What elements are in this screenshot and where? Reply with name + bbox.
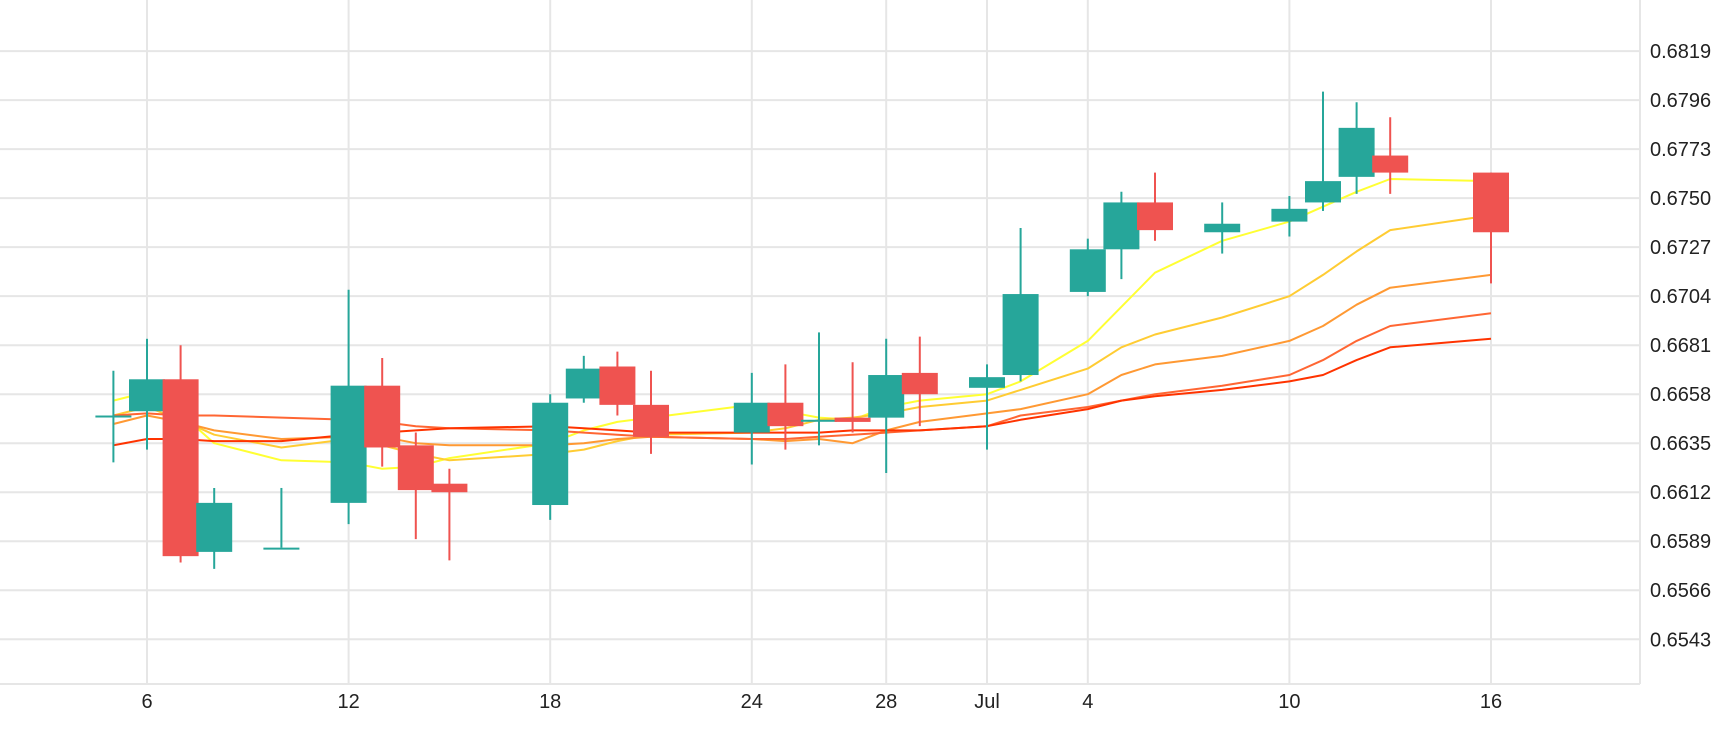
candle [431, 468, 468, 561]
candle-body [1305, 181, 1341, 203]
y-tick-labels: 0.6819 0.6796 0.6773 0.6750 0.6727 0.6704 0.66… [1650, 41, 1711, 651]
candle-body [364, 385, 401, 448]
x-tick-label: 16 [1480, 691, 1502, 713]
x-tick-label: 24 [741, 691, 763, 713]
candle [733, 372, 770, 465]
y-tick-label: 0.6681 [1650, 335, 1711, 357]
y-tick-label: 0.6658 [1650, 384, 1711, 406]
x-tick-label: 6 [141, 691, 152, 713]
candle [364, 357, 401, 467]
candle-body [196, 502, 233, 552]
x-tick-label: 12 [337, 691, 359, 713]
candle-body [162, 379, 199, 557]
candle-body [633, 404, 669, 437]
y-tick-label: 0.6589 [1650, 531, 1711, 553]
candle-body [95, 415, 132, 418]
x-tick-label: 28 [875, 691, 897, 713]
candle-body [801, 419, 837, 422]
y-tick-label: 0.6750 [1650, 188, 1711, 210]
candle [1271, 196, 1308, 237]
candle [901, 336, 938, 427]
y-tick-label: 0.6796 [1650, 90, 1711, 112]
candle-body [1338, 127, 1375, 177]
y-tick-label: 0.6566 [1650, 580, 1711, 602]
candles [95, 91, 1509, 569]
candle-body [1137, 202, 1173, 231]
candle [1305, 91, 1341, 211]
y-tick-label: 0.6773 [1650, 139, 1711, 161]
candle [834, 362, 871, 433]
y-tick-label: 0.6727 [1650, 237, 1711, 259]
candle-body [767, 402, 804, 427]
candle-body [969, 377, 1005, 388]
candle-body [868, 375, 905, 418]
candle-body [901, 372, 938, 395]
candle-body [565, 368, 602, 399]
candle-body [1372, 155, 1409, 173]
candle [1338, 102, 1375, 194]
candle [1069, 238, 1106, 297]
candle-body [1002, 294, 1039, 376]
candle-body [1271, 208, 1308, 222]
candle-body [1473, 172, 1509, 233]
candle [95, 370, 132, 463]
candle-body [733, 402, 770, 433]
y-tick-label: 0.6819 [1650, 41, 1711, 63]
y-tick-label: 0.6612 [1650, 482, 1711, 504]
candle [1002, 228, 1039, 382]
candle-body [263, 547, 300, 550]
candle [633, 370, 669, 454]
candle [801, 332, 837, 446]
candle [129, 338, 165, 450]
candle-body [129, 379, 165, 412]
candle [969, 364, 1005, 450]
y-tick-label: 0.6635 [1650, 433, 1711, 455]
moving-average-line [113, 337, 1492, 447]
y-tick-label: 0.6543 [1650, 629, 1711, 651]
candle [767, 364, 804, 450]
candle [397, 432, 434, 540]
candle [1372, 117, 1409, 194]
candle [1473, 172, 1509, 284]
candle [565, 355, 602, 403]
x-tick-label: 4 [1082, 691, 1093, 713]
candle-body [532, 402, 569, 506]
candle-body [599, 366, 636, 405]
candle-body [431, 483, 468, 493]
x-tick-label: 10 [1278, 691, 1300, 713]
candle-body [1069, 249, 1106, 292]
candle [1137, 172, 1173, 241]
candle [599, 351, 636, 416]
candle [162, 345, 199, 563]
candle [1103, 191, 1140, 280]
candle [263, 487, 300, 550]
candle-body [397, 445, 434, 491]
y-tick-label: 0.6704 [1650, 286, 1711, 308]
candle [330, 289, 367, 525]
candle [1204, 202, 1241, 254]
candle [196, 487, 233, 569]
candle [532, 394, 569, 520]
y-gridlines [0, 50, 1640, 641]
x-tick-label: 18 [539, 691, 561, 713]
candle-body [1103, 202, 1140, 250]
candle [868, 338, 905, 474]
candle-body [834, 417, 871, 422]
x-tick-labels: 6 12 18 24 28 Jul 4 10 16 [141, 691, 1502, 713]
x-tick-label: Jul [974, 691, 1000, 713]
candle-body [1204, 223, 1241, 233]
candle-body [330, 385, 367, 503]
